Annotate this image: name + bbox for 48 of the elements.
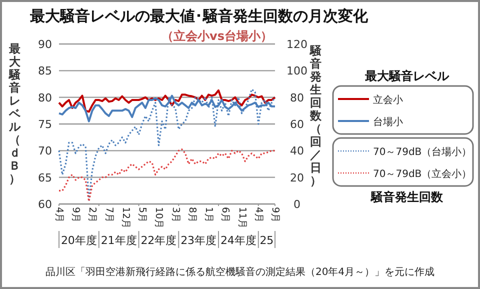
x-tick-label: 12月 xyxy=(120,207,131,230)
y2-tick-label: 60 xyxy=(290,118,304,131)
text: 騒音発生回数 xyxy=(370,190,444,204)
text: 23年度 xyxy=(180,234,217,247)
text: 21年度 xyxy=(100,234,137,247)
text: 最大騒音レベル（ｄＢ） xyxy=(9,41,21,186)
x-tick-label: 3月 xyxy=(170,207,181,224)
y-tick-label: 70 xyxy=(38,144,52,158)
legend-label: 立会小 xyxy=(373,94,403,106)
x-tick-label: 9月 xyxy=(270,207,280,224)
line-series xyxy=(58,88,276,201)
y-tick-label: 75 xyxy=(38,118,52,131)
legend-label: 70～79dB（立会小） xyxy=(373,168,472,180)
y2-tick-label: 20 xyxy=(290,171,304,184)
y-tick-label: 90 xyxy=(38,38,52,51)
x-tick-label: 6月 xyxy=(220,207,231,224)
legend-label: 台場小 xyxy=(373,116,403,128)
chart-subtitle: （立会小vs台場小） xyxy=(162,29,272,43)
x-tick-label: 5月 xyxy=(136,207,148,224)
x-tick-label: 8月 xyxy=(186,207,198,224)
text: 20年度 xyxy=(60,234,97,247)
y-tick-label: 85 xyxy=(38,64,52,78)
x-tick-label: 2月 xyxy=(86,207,98,224)
line-series xyxy=(58,148,276,202)
legend-title: 最大騒音レベル xyxy=(364,69,450,83)
x-tick-label: 7月 xyxy=(103,207,114,224)
line-series xyxy=(58,89,276,113)
y-tick-label: 80 xyxy=(38,91,52,104)
y2-tick-label: 80 xyxy=(290,91,304,104)
text: 品川区「羽田空港新飛行経路に係る航空機騒音の測定結果（20年4月～）」を元に作成 xyxy=(45,266,435,278)
chart-title: 最大騒音レベルの最大値･騒音発生回数の月次変化 xyxy=(29,7,369,25)
text: 25 xyxy=(260,234,274,247)
y2-tick-label: 100 xyxy=(286,64,308,78)
x-tick-label: 1月 xyxy=(203,207,214,224)
text: 騒音発生回数（回／日） xyxy=(310,43,322,188)
text: 24年度 xyxy=(220,234,256,247)
y-tick-label: 60 xyxy=(38,198,52,211)
x-tick-label: 4月 xyxy=(252,207,264,224)
y2-tick-label: 120 xyxy=(286,38,308,51)
x-tick-label: 11月 xyxy=(236,207,248,230)
y2-tick-label: 40 xyxy=(290,144,304,158)
x-tick-label: 9月 xyxy=(70,207,82,224)
x-tick-label: 4月 xyxy=(54,207,64,224)
legend-label: 70～79dB（台場小） xyxy=(373,146,472,158)
text: 22年度 xyxy=(140,234,177,247)
y-tick-label: 65 xyxy=(38,171,52,184)
x-tick-label: 10月 xyxy=(153,207,164,230)
y2-tick-label: 0 xyxy=(294,198,300,211)
